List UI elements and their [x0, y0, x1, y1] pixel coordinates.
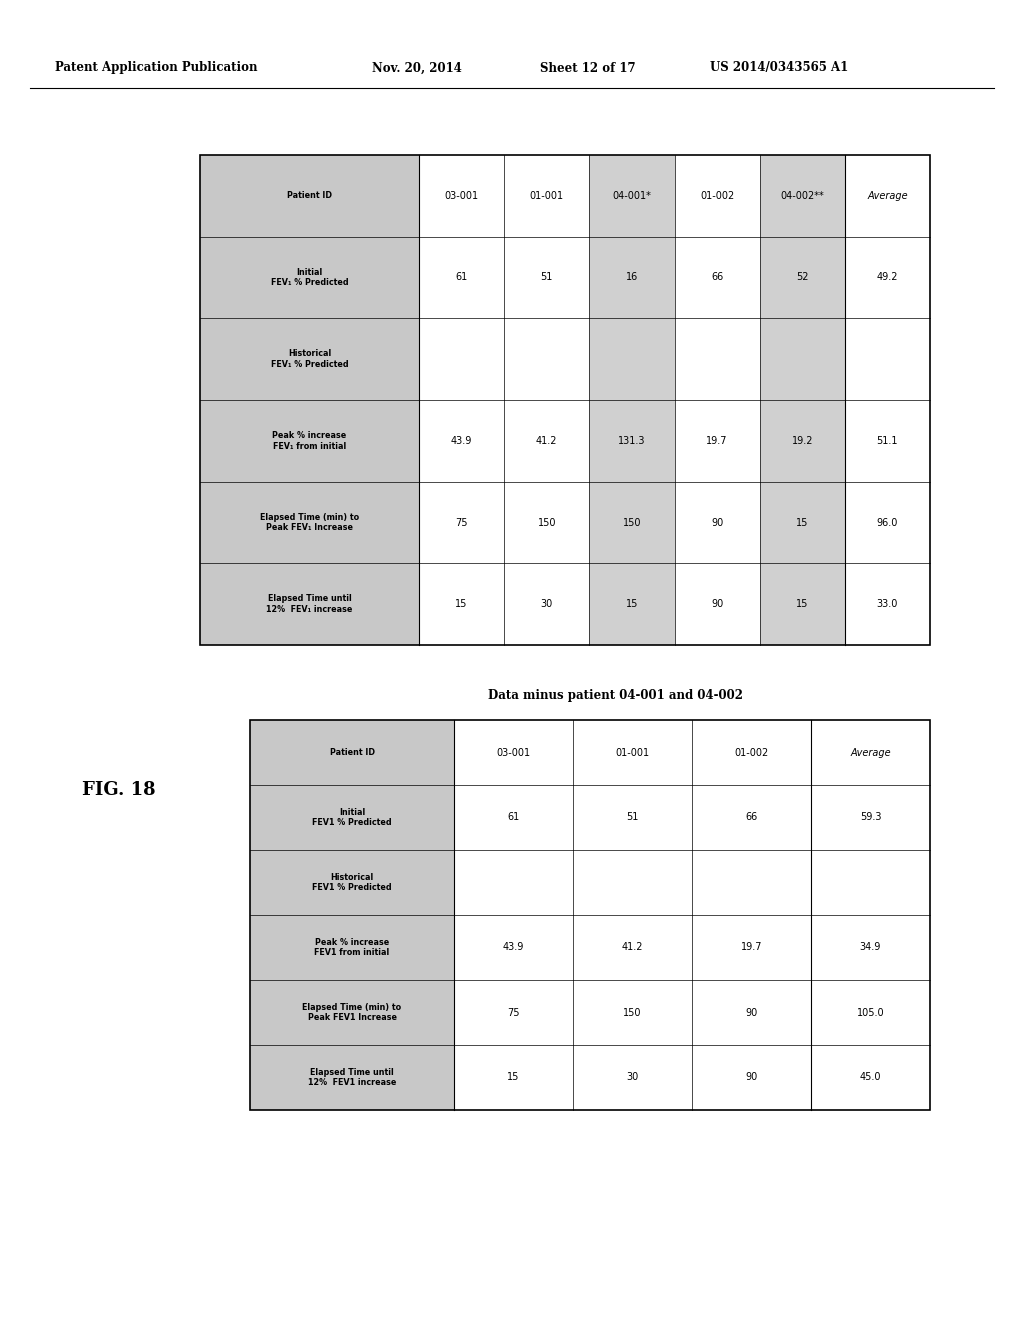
Text: Average: Average	[850, 747, 891, 758]
Text: 43.9: 43.9	[451, 436, 472, 446]
Text: 59.3: 59.3	[860, 813, 882, 822]
Bar	[200, 154, 419, 645]
Text: Elapsed Time until
12%  FEV1 increase: Elapsed Time until 12% FEV1 increase	[308, 1068, 396, 1088]
Bar	[250, 719, 930, 1110]
Text: 34.9: 34.9	[860, 942, 882, 953]
Text: 15: 15	[796, 517, 808, 528]
Text: 15: 15	[507, 1072, 520, 1082]
Text: 52: 52	[796, 272, 809, 282]
Text: 105.0: 105.0	[857, 1007, 885, 1018]
Text: 51: 51	[541, 272, 553, 282]
Text: Nov. 20, 2014: Nov. 20, 2014	[372, 62, 462, 74]
Text: 04-001*: 04-001*	[612, 191, 651, 201]
Bar	[590, 154, 675, 645]
Text: Initial
FEV1 % Predicted: Initial FEV1 % Predicted	[312, 808, 392, 828]
Text: 150: 150	[538, 517, 556, 528]
Text: 15: 15	[626, 599, 638, 609]
Text: Patient ID: Patient ID	[330, 748, 375, 756]
Text: 19.7: 19.7	[740, 942, 762, 953]
Text: Elapsed Time until
12%  FEV₁ increase: Elapsed Time until 12% FEV₁ increase	[266, 594, 352, 614]
Text: Historical
FEV₁ % Predicted: Historical FEV₁ % Predicted	[270, 350, 348, 368]
Text: 90: 90	[745, 1007, 758, 1018]
Text: 15: 15	[796, 599, 808, 609]
Text: Elapsed Time (min) to
Peak FEV₁ Increase: Elapsed Time (min) to Peak FEV₁ Increase	[260, 512, 359, 532]
Text: 41.2: 41.2	[622, 942, 643, 953]
Text: Initial
FEV₁ % Predicted: Initial FEV₁ % Predicted	[270, 268, 348, 288]
Text: 03-001: 03-001	[497, 747, 530, 758]
Text: 30: 30	[541, 599, 553, 609]
Text: Peak % increase
FEV1 from initial: Peak % increase FEV1 from initial	[314, 937, 389, 957]
Text: 51: 51	[627, 813, 639, 822]
Text: 61: 61	[507, 813, 519, 822]
Text: 04-002**: 04-002**	[780, 191, 824, 201]
Text: Patent Application Publication: Patent Application Publication	[55, 62, 257, 74]
Text: 33.0: 33.0	[877, 599, 898, 609]
Text: 15: 15	[456, 599, 468, 609]
Text: 16: 16	[626, 272, 638, 282]
Text: 01-001: 01-001	[529, 191, 564, 201]
Text: 75: 75	[456, 517, 468, 528]
Text: 61: 61	[456, 272, 468, 282]
Text: 90: 90	[711, 517, 723, 528]
Text: US 2014/0343565 A1: US 2014/0343565 A1	[710, 62, 848, 74]
Text: 51.1: 51.1	[877, 436, 898, 446]
Text: 66: 66	[711, 272, 723, 282]
Text: 01-002: 01-002	[700, 191, 734, 201]
Text: 90: 90	[745, 1072, 758, 1082]
Text: Data minus patient 04-001 and 04-002: Data minus patient 04-001 and 04-002	[487, 689, 742, 701]
Text: Elapsed Time (min) to
Peak FEV1 Increase: Elapsed Time (min) to Peak FEV1 Increase	[302, 1003, 401, 1022]
Text: 75: 75	[507, 1007, 520, 1018]
Text: 131.3: 131.3	[618, 436, 646, 446]
Text: 41.2: 41.2	[536, 436, 557, 446]
Text: 19.2: 19.2	[792, 436, 813, 446]
Text: 66: 66	[745, 813, 758, 822]
Text: Average: Average	[867, 191, 907, 201]
Text: 96.0: 96.0	[877, 517, 898, 528]
Text: 150: 150	[624, 1007, 642, 1018]
Text: Historical
FEV1 % Predicted: Historical FEV1 % Predicted	[312, 873, 392, 892]
Bar	[200, 154, 930, 645]
Text: 43.9: 43.9	[503, 942, 524, 953]
Text: 45.0: 45.0	[860, 1072, 882, 1082]
Text: 49.2: 49.2	[877, 272, 898, 282]
Text: Peak % increase
FEV₁ from initial: Peak % increase FEV₁ from initial	[272, 432, 347, 450]
Text: 90: 90	[711, 599, 723, 609]
Text: 19.7: 19.7	[707, 436, 728, 446]
Text: FIG. 18: FIG. 18	[82, 781, 156, 799]
Text: Sheet 12 of 17: Sheet 12 of 17	[540, 62, 636, 74]
Text: 150: 150	[623, 517, 641, 528]
Text: 03-001: 03-001	[444, 191, 478, 201]
Bar	[760, 154, 845, 645]
Text: 01-002: 01-002	[734, 747, 769, 758]
Text: 30: 30	[627, 1072, 639, 1082]
Text: Patient ID: Patient ID	[287, 191, 332, 201]
Text: 01-001: 01-001	[615, 747, 649, 758]
Bar	[250, 719, 454, 1110]
